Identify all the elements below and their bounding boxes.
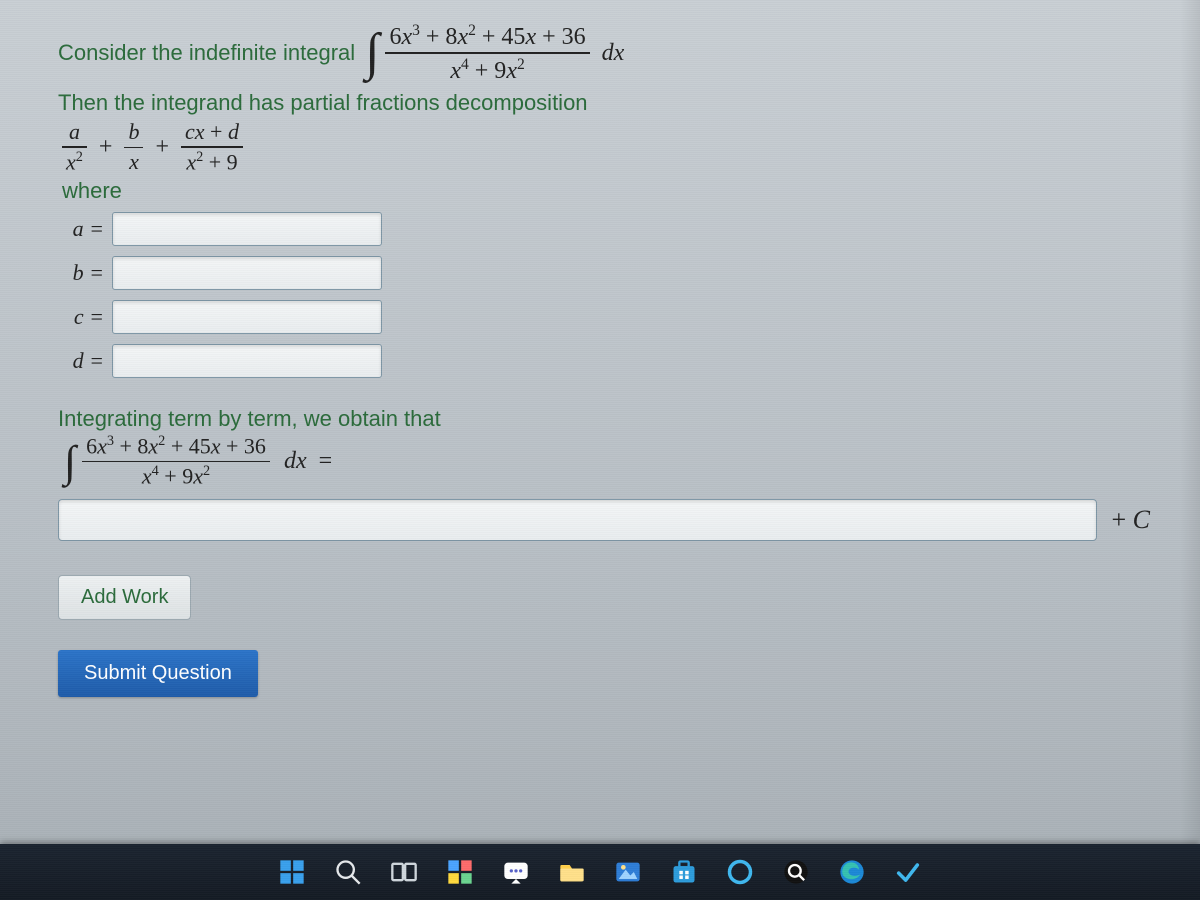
magnifier-icon[interactable]	[779, 855, 813, 889]
submit-question-button[interactable]: Submit Question	[58, 650, 258, 697]
prompt-lead: Consider the indefinite integral	[58, 40, 355, 66]
integral-answer-input[interactable]	[58, 499, 1097, 541]
result-numerator: 6x3 + 8x2 + 45x + 36	[82, 434, 270, 459]
result-integral: ∫ 6x3 + 8x2 + 45x + 36 x4 + 9x2 dx =	[64, 434, 1158, 488]
coef-input-d[interactable]	[112, 344, 382, 378]
windows-taskbar	[0, 844, 1200, 900]
dx-symbol: dx	[602, 40, 625, 67]
scrollbar-shadow	[1180, 0, 1200, 844]
pf-term1-num: a	[69, 119, 80, 144]
coef-input-a[interactable]	[112, 212, 382, 246]
cortana-icon[interactable]	[723, 855, 757, 889]
pf-term-3: cx + d x2 + 9	[181, 120, 243, 174]
pf-term-1: a x2	[62, 120, 87, 174]
coef-label-b: b =	[60, 260, 104, 286]
plus-c-label: + C	[1111, 505, 1158, 535]
partial-fractions-expression: a x2 + b x + cx + d x2 + 9	[62, 120, 1158, 174]
plus-sign: +	[155, 134, 169, 161]
integrate-lead: Integrating term by term, we obtain that	[58, 406, 1158, 432]
task-view-icon[interactable]	[387, 855, 421, 889]
edge-icon[interactable]	[835, 855, 869, 889]
display-integral: ∫ 6x3 + 8x2 + 45x + 36 x4 + 9x2 dx	[365, 22, 624, 84]
check-icon[interactable]	[891, 855, 925, 889]
coef-row-c: c =	[60, 300, 1158, 334]
search-icon[interactable]	[331, 855, 365, 889]
store-icon[interactable]	[667, 855, 701, 889]
coef-row-b: b =	[60, 256, 1158, 290]
coef-label-d: d =	[60, 348, 104, 374]
integrand-denominator: x4 + 9x2	[446, 56, 528, 84]
pf-term-2: b x	[124, 120, 143, 174]
integral-sign: ∫	[365, 32, 379, 74]
coef-input-b[interactable]	[112, 256, 382, 290]
prompt-line: Consider the indefinite integral ∫ 6x3 +…	[58, 22, 1158, 84]
pf-term3-num: cx + d	[181, 120, 243, 144]
where-label: where	[62, 178, 1158, 204]
pf-term3-den: x2 + 9	[182, 150, 241, 175]
widgets-icon[interactable]	[443, 855, 477, 889]
submit-question-label: Submit Question	[84, 662, 232, 684]
pf-term2-num: b	[128, 119, 139, 144]
pf-term1-den: x2	[62, 150, 87, 175]
integral-answer-row: + C	[58, 499, 1158, 541]
pf-term2-den: x	[129, 149, 139, 174]
result-denominator: x4 + 9x2	[138, 464, 214, 489]
plus-sign: +	[99, 134, 113, 161]
coef-label-a: a =	[60, 216, 104, 242]
coef-row-d: d =	[60, 344, 1158, 378]
chat-icon[interactable]	[499, 855, 533, 889]
start-icon[interactable]	[275, 855, 309, 889]
integral-sign-small: ∫	[64, 444, 76, 479]
coef-input-c[interactable]	[112, 300, 382, 334]
integrand-numerator: 6x3 + 8x2 + 45x + 36	[385, 22, 589, 50]
coef-label-c: c =	[60, 304, 104, 330]
add-work-label: Add Work	[81, 586, 168, 608]
add-work-button[interactable]: Add Work	[58, 575, 191, 620]
result-fraction: 6x3 + 8x2 + 45x + 36 x4 + 9x2	[82, 434, 270, 488]
coefficient-inputs: a = b = c = d =	[60, 212, 1158, 378]
decomposition-intro: Then the integrand has partial fractions…	[58, 90, 1158, 116]
explorer-icon[interactable]	[555, 855, 589, 889]
dx-equals: dx =	[284, 448, 332, 475]
coef-row-a: a =	[60, 212, 1158, 246]
question-panel: Consider the indefinite integral ∫ 6x3 +…	[40, 8, 1176, 717]
photos-icon[interactable]	[611, 855, 645, 889]
integrand-fraction: 6x3 + 8x2 + 45x + 36 x4 + 9x2	[385, 22, 589, 84]
